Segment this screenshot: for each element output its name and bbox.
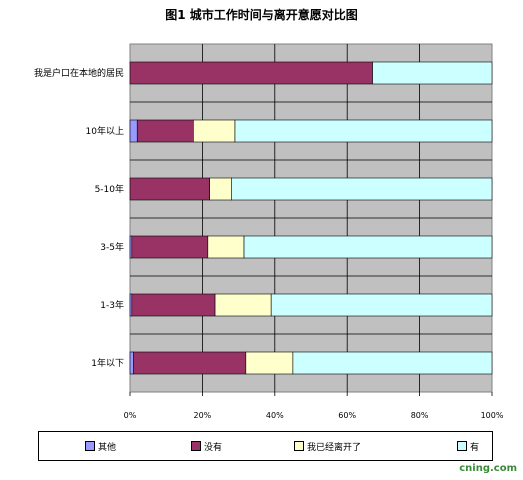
bar-5-series-0 — [129, 351, 134, 375]
legend-item: 我已经离开了 — [294, 432, 361, 460]
bar-3-series-1 — [131, 235, 209, 259]
bar-5-series-2 — [245, 351, 294, 375]
legend-label: 其他 — [98, 442, 117, 453]
bar-1-series-3 — [234, 119, 493, 143]
bar-3-series-2 — [207, 235, 245, 259]
legend-swatch — [457, 441, 467, 451]
category-label: 1年以下 — [91, 357, 124, 369]
bar-1-series-0 — [129, 119, 138, 143]
bar-4-series-1 — [131, 293, 216, 317]
x-tick-label: 0% — [124, 411, 137, 420]
bar-4-series-2 — [214, 293, 272, 317]
y-axis-labels: 我是户口在本地的居民 10年以上 5-10年 3-5年 1-3年 1年以下 — [34, 67, 124, 369]
bar-1-series-1 — [136, 119, 194, 143]
legend-label: 我已经离开了 — [307, 442, 362, 453]
category-label: 我是户口在本地的居民 — [34, 67, 124, 79]
legend-label: 有 — [470, 442, 480, 453]
legend-swatch — [191, 441, 201, 451]
legend-swatch — [85, 441, 95, 451]
watermark: cning.com — [459, 463, 517, 474]
bar-2-series-3 — [231, 177, 493, 201]
x-tick-label: 40% — [266, 411, 284, 420]
bar-5-series-3 — [292, 351, 493, 375]
legend-swatch — [294, 441, 304, 451]
legend-item: 有 — [457, 432, 479, 460]
bar-4-series-3 — [270, 293, 493, 317]
x-tick-label: 100% — [481, 411, 504, 420]
x-tick-label: 60% — [338, 411, 356, 420]
bar-2-series-1 — [129, 177, 210, 201]
category-label: 10年以上 — [86, 125, 124, 137]
bar-0-series-1 — [129, 61, 373, 85]
bars — [129, 61, 493, 375]
bar-3-series-3 — [243, 235, 493, 259]
legend-item: 其他 — [85, 432, 116, 460]
x-tick-label: 20% — [194, 411, 212, 420]
gridlines — [130, 44, 492, 392]
legend-item: 没有 — [191, 432, 222, 460]
category-label: 1-3年 — [100, 299, 124, 311]
bar-1-series-2 — [193, 119, 236, 143]
bar-0-series-3 — [372, 61, 493, 85]
x-axis-ticks: 0% 20% 40% 60% 80% 100% — [124, 392, 504, 420]
x-tick-label: 80% — [411, 411, 429, 420]
category-label: 3-5年 — [100, 241, 124, 253]
chart-title: 图1 城市工作时间与离开意愿对比图 — [165, 8, 358, 22]
bar-2-series-2 — [209, 177, 232, 201]
legend: 其他 没有 我已经离开了 有 — [38, 431, 493, 461]
legend-label: 没有 — [204, 442, 223, 453]
bar-5-series-1 — [133, 351, 247, 375]
category-label: 5-10年 — [95, 183, 124, 195]
